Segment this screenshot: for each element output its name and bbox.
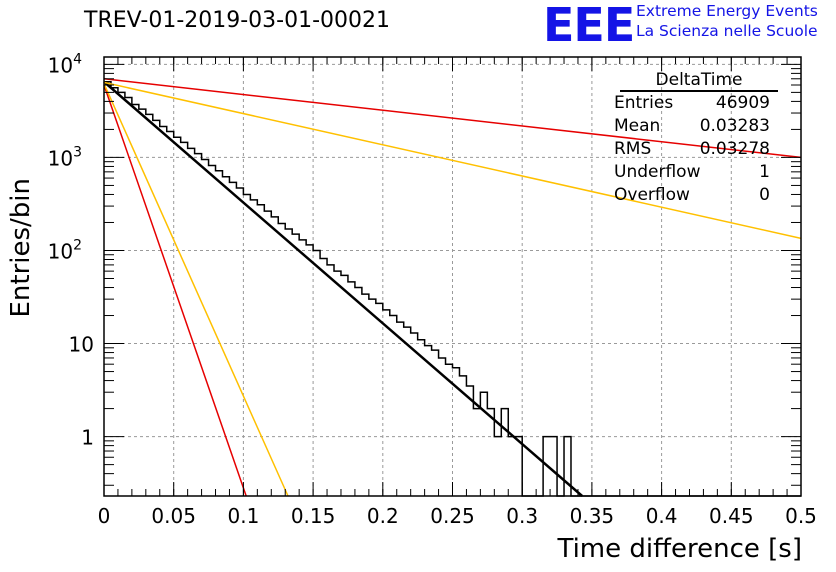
x-tick-label: 0.15 — [291, 504, 336, 528]
stats-row-mean: Mean 0.03283 — [614, 115, 778, 138]
stats-label: RMS — [614, 139, 652, 159]
x-tick-label: 0.5 — [785, 504, 817, 528]
y-axis-label-wrap: Entries/bin — [6, 178, 36, 318]
axis-ticks — [103, 57, 802, 496]
stats-label: Overflow — [614, 185, 690, 205]
y-axis-label: Entries/bin — [6, 178, 36, 318]
x-tick-label: 0 — [98, 504, 111, 528]
stats-value: 1 — [759, 162, 770, 182]
stats-row-entries: Entries 46909 — [614, 92, 778, 115]
y-tick-label: 102 — [48, 237, 82, 263]
stats-row-overflow: Overflow 0 — [614, 184, 778, 207]
stats-label: Entries — [614, 93, 674, 113]
y-tick-label: 104 — [48, 51, 82, 77]
chart-title: TREV-01-2019-03-01-00021 — [84, 8, 391, 33]
x-tick-label: 0.45 — [709, 504, 754, 528]
stats-label: Underflow — [614, 162, 701, 182]
x-tick-label: 0.3 — [506, 504, 538, 528]
logo-line-2: La Scienza nelle Scuole — [636, 22, 818, 40]
fit-line-0 — [103, 80, 583, 497]
fit-line-3 — [103, 84, 247, 497]
x-axis-label: Time difference [s] — [557, 534, 802, 564]
x-tick-label: 0.1 — [227, 504, 259, 528]
stats-title: DeltaTime — [620, 70, 778, 92]
fit-line-1 — [103, 78, 802, 159]
eee-logo: EEE — [543, 0, 635, 52]
y-tick-label: 1 — [81, 426, 94, 450]
x-tick-label: 0.05 — [151, 504, 196, 528]
stats-value: 0.03283 — [699, 116, 770, 136]
fit-line-4 — [103, 83, 289, 497]
stats-row-underflow: Underflow 1 — [614, 161, 778, 184]
x-tick-label: 0.35 — [570, 504, 615, 528]
x-tick-label: 0.25 — [430, 504, 475, 528]
tick-labels: 0 0.05 0.1 0.15 0.2 0.25 0.3 0.35 0.4 0.45 0.5 104 1… — [48, 51, 817, 528]
y-tick-label: 103 — [48, 144, 82, 170]
stats-box: DeltaTime Entries 46909 Mean 0.03283 RMS… — [614, 70, 778, 207]
stats-value: 0.03278 — [699, 139, 770, 159]
logo-line-1: Extreme Energy Events — [636, 2, 818, 20]
x-tick-label: 0.4 — [646, 504, 678, 528]
y-tick-label: 10 — [69, 333, 94, 357]
stats-value: 0 — [759, 185, 770, 205]
stats-value: 46909 — [715, 93, 770, 113]
stats-label: Mean — [614, 116, 661, 136]
stats-row-rms: RMS 0.03278 — [614, 138, 778, 161]
x-tick-label: 0.2 — [367, 504, 399, 528]
fit-lines — [103, 78, 802, 497]
fit-line-2 — [103, 81, 802, 240]
